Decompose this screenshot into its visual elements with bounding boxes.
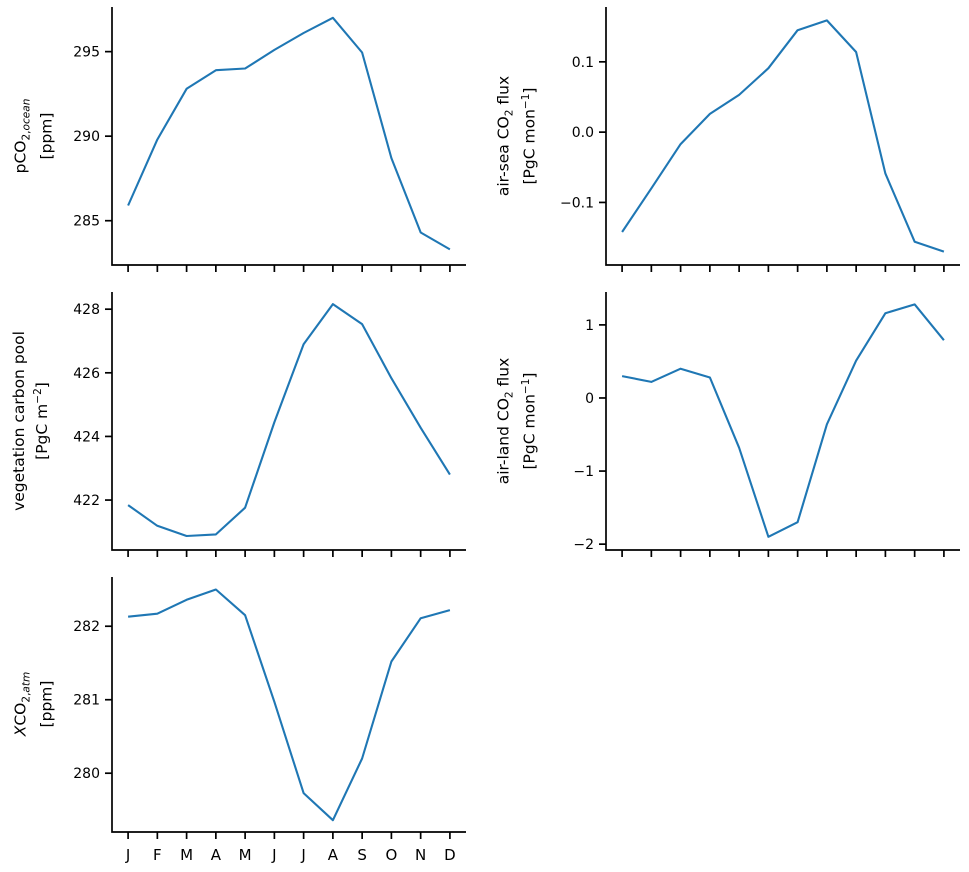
ylabel-line: [PgC m−2]	[32, 382, 51, 460]
axes-spines	[605, 292, 960, 551]
ylabel-line: [ppm]	[37, 680, 56, 728]
ylabel-line: [ppm]	[37, 112, 56, 160]
ylabel-vegetation-carbon-pool: vegetation carbon pool [PgC m−2]	[8, 331, 55, 511]
x-tick-label: J	[271, 846, 276, 864]
y-tick-label: 1	[585, 318, 594, 334]
ylabel-line: vegetation carbon pool	[9, 331, 28, 511]
x-tick-label: J	[125, 846, 130, 864]
x-tick-label: A	[328, 846, 339, 864]
subplot-airsea-co2-flux: −0.1 0.0 0.1	[560, 7, 960, 272]
y-tick-label: 282	[73, 619, 100, 635]
subplot-airland-co2-flux: −2 −1 0 1	[573, 292, 960, 557]
data-line-vegetation-carbon-pool	[127, 303, 451, 538]
x-tick-label: D	[444, 846, 456, 864]
ylabel-line: air-land CO2 flux	[494, 357, 516, 485]
y-tick-label: 290	[73, 129, 100, 145]
data-line-airland-co2-flux	[621, 303, 945, 538]
x-tick-label: F	[153, 846, 162, 864]
y-tick-label: 280	[73, 766, 100, 782]
y-tick-label: −2	[573, 537, 594, 553]
ylabel-airland-co2-flux: air-land CO2 flux [PgC mon−1]	[493, 358, 542, 485]
y-tick-label: 0.1	[572, 55, 594, 71]
y-tick-label: 428	[73, 302, 100, 318]
y-tick-label: 0.0	[572, 125, 594, 141]
ylabel-line: [PgC mon−1]	[519, 87, 539, 185]
data-line-airsea-co2-flux	[621, 19, 945, 253]
y-tick-label: 295	[73, 45, 100, 61]
subplot-vegetation-carbon-pool: 422 424 426 428	[73, 292, 466, 557]
x-tick-label: M	[239, 846, 252, 864]
ylabel-airsea-co2-flux: air-sea CO2 flux [PgC mon−1]	[493, 76, 542, 196]
ylabel-pco2-ocean: pCO2,ocean [ppm]	[10, 99, 59, 174]
y-tick-label: 0	[585, 391, 594, 407]
y-tick-label: 422	[73, 493, 100, 509]
axes-spines	[111, 7, 466, 266]
x-tick-label: N	[415, 846, 426, 864]
ylabel-xco2-atm: XCO2,atm [ppm]	[10, 672, 59, 737]
ylabel-line: air-sea CO2 flux	[494, 75, 516, 197]
axes-spines	[111, 292, 466, 551]
data-line-pco2-ocean	[127, 16, 451, 251]
x-tick-label: S	[357, 846, 367, 864]
x-tick-label: O	[385, 846, 397, 864]
ylabel-line: pCO2,ocean	[11, 98, 33, 174]
y-tick-label: 285	[73, 214, 100, 230]
y-tick-label: −1	[573, 464, 594, 480]
y-tick-label: 424	[73, 429, 100, 445]
ylabel-line: [PgC mon−1]	[519, 372, 539, 470]
x-tick-label: A	[211, 846, 222, 864]
y-tick-label: −0.1	[560, 195, 594, 211]
axes-spines	[111, 577, 466, 833]
y-tick-label: 426	[73, 366, 100, 382]
y-tick-label: 281	[73, 693, 100, 709]
ylabel-line: XCO2,atm	[11, 671, 33, 737]
subplot-pco2-ocean: 285 290 295	[73, 7, 466, 272]
axes-spines	[605, 7, 960, 266]
x-tick-label: J	[300, 846, 305, 864]
data-line-xco2-atm	[127, 588, 451, 822]
x-tick-label: M	[180, 846, 193, 864]
